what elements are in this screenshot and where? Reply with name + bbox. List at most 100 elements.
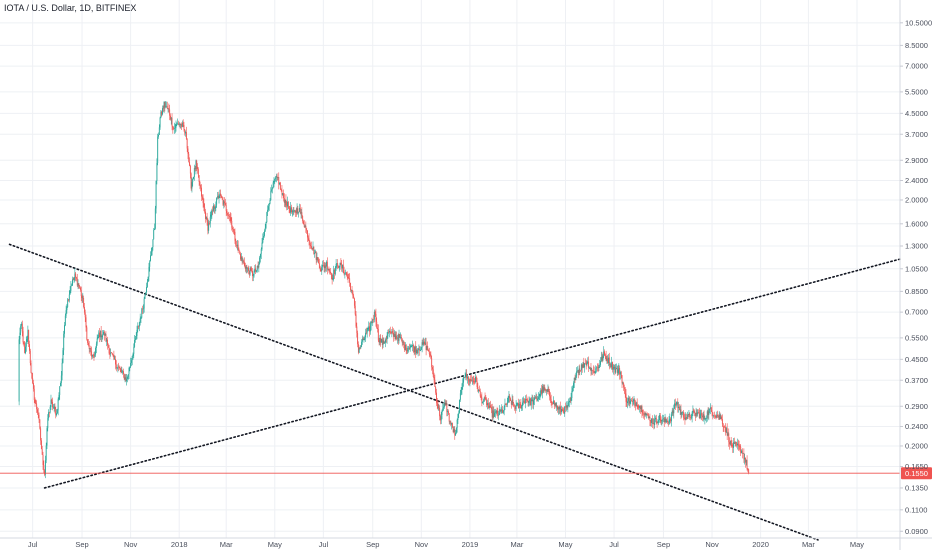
candle-body	[195, 160, 197, 170]
candle-body	[673, 408, 675, 414]
candle-body	[196, 160, 198, 167]
candle-body	[559, 406, 561, 410]
candle-body	[155, 180, 157, 209]
candle-body	[396, 335, 398, 339]
candle-body	[130, 362, 132, 367]
candle-body	[30, 363, 32, 373]
candle-body	[702, 415, 703, 418]
candle-body	[162, 108, 163, 115]
candle-body	[364, 337, 366, 339]
candle-body	[737, 443, 739, 446]
candle-body	[410, 346, 412, 348]
candle-body	[119, 366, 120, 368]
candle-body	[187, 148, 189, 154]
candle-body	[735, 442, 737, 444]
candle-body	[31, 372, 33, 379]
candle-body	[120, 369, 122, 372]
candle-body	[299, 207, 301, 214]
candle-body	[142, 308, 144, 310]
y-tick-label: 5.5000	[905, 87, 928, 96]
candle-body	[720, 416, 722, 420]
candle-body	[714, 415, 716, 417]
candle-body	[131, 355, 133, 361]
candle-body	[219, 193, 221, 197]
candle-body	[212, 210, 214, 211]
candle-body	[738, 445, 740, 447]
candle-body	[596, 367, 597, 369]
candle-body	[63, 333, 65, 351]
candle-body	[80, 289, 82, 297]
candle-body	[146, 281, 148, 287]
candle-body	[458, 412, 460, 415]
candle-body	[256, 266, 258, 271]
candle-body	[555, 403, 557, 407]
candle-body	[33, 388, 35, 400]
candle-body	[561, 408, 563, 411]
candle-body	[598, 366, 600, 369]
candle-body	[182, 122, 184, 125]
candle-body	[510, 401, 512, 405]
candle-body	[541, 386, 543, 394]
candle-body	[471, 380, 473, 382]
candle-body	[208, 223, 210, 231]
candle-body	[627, 398, 629, 402]
candle-body	[623, 382, 625, 388]
candle-body	[334, 269, 335, 275]
candle-body	[267, 206, 269, 210]
candle-body	[338, 267, 340, 268]
candle-body	[296, 208, 298, 213]
candle-body	[157, 136, 159, 164]
candle-body	[366, 329, 368, 334]
candle-body	[737, 443, 738, 446]
candle-body	[377, 327, 378, 329]
y-tick-label: 0.2400	[905, 422, 928, 431]
candle-body	[68, 294, 70, 301]
candle-body	[233, 230, 235, 232]
trendlines[interactable]	[8, 243, 901, 541]
candle-body	[236, 244, 238, 247]
candle-body	[487, 402, 489, 407]
y-tick-label: 8.5000	[905, 41, 928, 50]
candle-body	[383, 340, 385, 344]
candle-body	[303, 224, 305, 227]
candle-body	[418, 349, 420, 351]
candle-body	[486, 399, 488, 406]
candle-body	[646, 413, 648, 416]
candle-body	[342, 264, 344, 271]
candle-body	[740, 446, 742, 454]
candle-body	[337, 263, 339, 267]
candle-body	[545, 388, 547, 391]
candle-body	[667, 422, 669, 423]
candle-body	[718, 414, 720, 418]
candle-body	[96, 338, 98, 344]
candle-body	[227, 213, 229, 216]
candle-body	[479, 389, 480, 392]
candle-body	[429, 353, 431, 355]
candle-body	[280, 189, 282, 191]
candle-body	[341, 264, 343, 269]
candle-body	[635, 402, 637, 407]
candle-body	[686, 414, 688, 419]
candle-body	[293, 210, 295, 212]
x-tick-label: Jul	[319, 540, 329, 549]
candle-body	[748, 469, 750, 474]
candle-body	[660, 418, 662, 422]
candle-body	[578, 368, 580, 374]
candle-body	[385, 339, 386, 343]
candle-body	[686, 417, 687, 419]
candle-body	[682, 411, 684, 418]
candle-body	[744, 458, 746, 460]
candle-body	[358, 348, 360, 353]
candle-body	[729, 440, 731, 445]
candle-body	[99, 332, 101, 338]
candle-body	[717, 416, 719, 418]
candle-body	[316, 257, 318, 260]
candle-body	[121, 371, 123, 373]
candle-body	[350, 289, 352, 291]
candle-body	[174, 127, 176, 129]
candle-body	[400, 337, 402, 338]
y-tick-label: 10.5000	[905, 18, 932, 27]
candle-body	[664, 418, 666, 423]
